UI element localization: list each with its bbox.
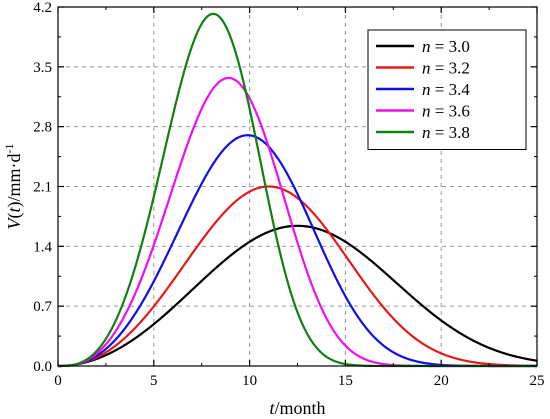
legend-label-var: n [422,59,431,78]
x-tick-label: 25 [530,373,545,389]
x-axis-title-unit: /month [275,398,326,418]
y-axis-title-sup: -1 [2,143,16,153]
y-axis-title-close: ) [4,201,25,207]
x-tick-label: 20 [434,373,449,389]
legend-label-var: n [422,123,431,142]
legend-label-value: = 3.8 [431,123,470,142]
legend-label-value: = 3.0 [431,37,470,56]
y-axis-title: V(t)/mm·d-1 [2,143,25,229]
y-tick-label: 3.5 [33,60,52,76]
legend-label: n = 3.0 [422,37,470,56]
legend-label-var: n [422,80,431,99]
y-tick-label: 0.0 [33,359,52,375]
x-tick-labels: 0 5 10 15 20 25 [54,373,544,389]
y-tick-label: 1.4 [33,239,52,255]
x-tick-label: 5 [150,373,158,389]
legend-label-value: = 3.6 [431,102,470,121]
y-tick-labels: 0.0 0.7 1.4 2.1 2.8 3.5 4.2 [33,0,52,375]
y-axis-title-open: ( [4,213,25,219]
legend-label: n = 3.6 [422,102,470,121]
legend: n = 3.0n = 3.2n = 3.4n = 3.6n = 3.8 [367,29,527,150]
series-line [58,134,537,368]
legend-label-var: n [422,102,431,121]
legend-label-value: = 3.4 [431,80,471,99]
y-axis-title-var: V [4,217,24,230]
legend-label-value: = 3.2 [431,59,470,78]
legend-label: n = 3.4 [422,80,470,99]
tick-marks [57,6,538,367]
y-tick-label: 2.1 [33,180,52,196]
legend-label: n = 3.2 [422,59,470,78]
series-line [58,224,538,368]
series-line [58,185,538,368]
y-tick-label: 2.8 [33,120,52,136]
y-axis-title-arg: t [4,207,24,213]
legend-label-var: n [422,37,431,56]
x-tick-label: 10 [242,373,257,389]
y-axis-title-unit: /mm·d [4,153,24,201]
y-tick-label: 0.7 [33,299,52,315]
x-axis-title-var: t [269,398,275,418]
legend-label: n = 3.8 [422,123,470,142]
x-axis-title: t/month [269,398,325,418]
x-tick-label: 0 [54,373,62,389]
x-tick-label: 15 [338,373,353,389]
y-tick-label: 4.2 [33,0,52,16]
